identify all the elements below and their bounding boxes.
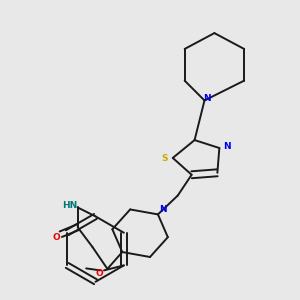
Text: N: N [159,205,167,214]
Text: O: O [52,233,60,242]
Text: HN: HN [62,201,77,210]
Text: N: N [224,142,231,151]
Text: O: O [95,269,103,278]
Text: S: S [162,154,168,164]
Text: N: N [203,94,210,103]
